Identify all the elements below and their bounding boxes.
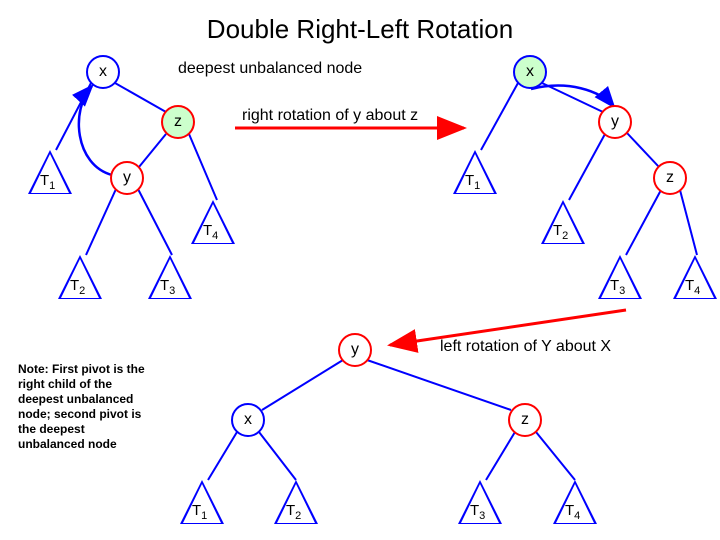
node-bottom-z: z — [508, 403, 542, 437]
subtree-label-right-T3: T3 — [610, 277, 625, 297]
node-right-y: y — [598, 105, 632, 139]
node-bottom-y: y — [338, 333, 372, 367]
node-right-x: x — [513, 55, 547, 89]
subtree-label-bottom-T3: T3 — [470, 502, 485, 522]
subtree-label-left-T3: T3 — [160, 277, 175, 297]
subtree-label-right-T2: T2 — [553, 222, 568, 242]
subtree-label-bottom-T4: T4 — [565, 502, 580, 522]
subtree-label-bottom-T2: T2 — [286, 502, 301, 522]
subtree-label-bottom-T1: T1 — [192, 502, 207, 522]
node-bottom-x: x — [231, 403, 265, 437]
node-left-y: y — [110, 161, 144, 195]
node-left-x: x — [86, 55, 120, 89]
subtree-label-right-T4: T4 — [685, 277, 700, 297]
node-right-z: z — [653, 161, 687, 195]
node-left-z: z — [161, 105, 195, 139]
subtree-label-left-T4: T4 — [203, 222, 218, 242]
subtree-label-left-T1: T1 — [40, 172, 55, 192]
subtree-label-left-T2: T2 — [70, 277, 85, 297]
subtree-label-right-T1: T1 — [465, 172, 480, 192]
